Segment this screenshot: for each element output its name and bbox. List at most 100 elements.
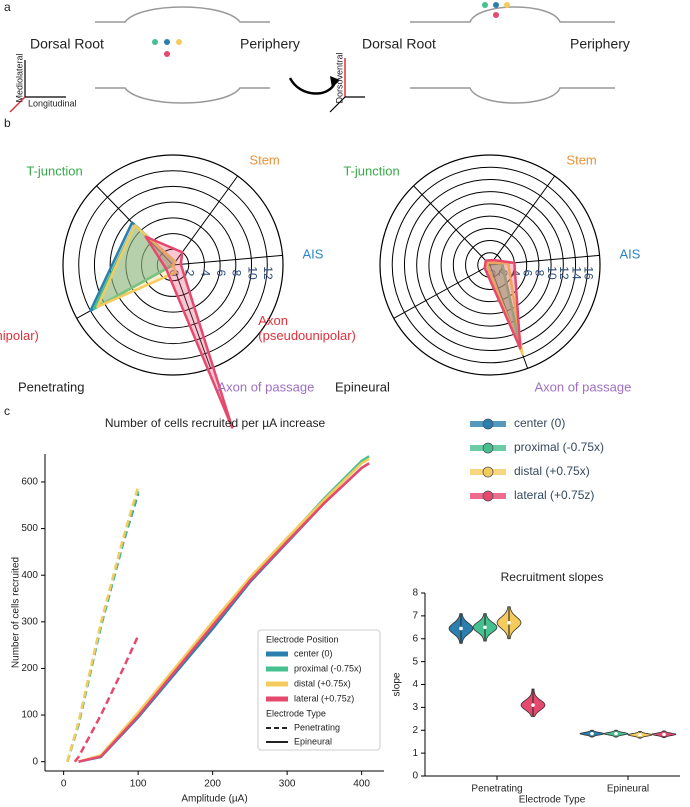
electrode-dot	[176, 39, 182, 45]
radar-axis-label: Stem	[249, 152, 280, 168]
axis-name: Dorsoventral	[334, 52, 344, 103]
radar-axis-label: Stem	[566, 152, 597, 168]
legend-marker	[482, 418, 494, 430]
radar-polygon	[483, 258, 522, 350]
electrode-dot	[482, 2, 488, 8]
electrode-dot	[504, 2, 510, 8]
y-axis-label: slope	[392, 672, 403, 696]
legend-title: Electrode Position	[266, 634, 339, 644]
radar-outer-ring	[62, 154, 284, 376]
radar-axis	[489, 175, 556, 266]
violin-median	[507, 620, 511, 625]
violin-median	[638, 733, 642, 737]
radar-axis-label: AIS	[619, 246, 641, 262]
recruitment-line	[78, 462, 370, 763]
legend-label: proximal (-0.75x)	[514, 440, 604, 454]
radar-axis-label: T-junction	[26, 163, 83, 179]
y-tick-label: 400	[21, 570, 38, 581]
chart-title: Number of cells recruited per µA increas…	[105, 416, 326, 430]
radial-tick-label: 12	[557, 266, 571, 280]
radar-axis-label: AIS	[302, 246, 324, 262]
violin-median	[459, 626, 463, 631]
x-tick-label: 0	[61, 779, 67, 790]
axis-arrow	[9, 96, 26, 113]
radar-axis	[413, 185, 491, 266]
y-tick-label: 0	[412, 771, 418, 782]
radar-ring	[391, 166, 589, 364]
y-tick-label: 5	[412, 656, 418, 667]
radar-polygon	[144, 235, 234, 429]
violin-median	[531, 703, 535, 707]
radar-polygon	[96, 224, 177, 309]
violin-median	[662, 732, 666, 737]
y-tick-label: 8	[412, 588, 418, 599]
legend-label: center (0)	[514, 416, 565, 430]
radar-axis-label: Axon (pseudounipolar)	[0, 328, 39, 344]
violin-median	[614, 731, 618, 736]
electrode-dot	[164, 51, 170, 57]
radial-tick-label: 6	[214, 270, 228, 277]
diagram-label: Dorsal Root	[30, 36, 104, 52]
radial-tick-label: 16	[582, 266, 596, 280]
diagram-label: Periphery	[240, 36, 300, 52]
legend-label: lateral (+0.75z)	[514, 488, 594, 502]
y-axis-label: Number of cells recruited	[11, 557, 22, 668]
radar-axis-label: Axon of passage	[217, 379, 315, 395]
radial-tick-label: 2	[183, 270, 197, 277]
radar-ring	[93, 185, 253, 345]
radial-tick-label: 8	[533, 270, 547, 277]
violin-median	[483, 625, 487, 630]
radar-axis-label: Axon (pseudounipolar)	[258, 313, 356, 344]
y-tick-label: 2	[412, 725, 418, 736]
radar-ring	[452, 227, 528, 303]
electrode-dot	[164, 39, 170, 45]
x-tick-label: 200	[204, 779, 221, 790]
radar-axis-label: T-junction	[343, 163, 400, 179]
recruitment-line	[78, 457, 370, 763]
electrode-dot	[152, 39, 158, 45]
radial-tick-label: 4	[198, 270, 212, 277]
radar-axis	[172, 264, 212, 369]
radar-outer-ring	[379, 154, 601, 376]
diagram-label: Dorsal Root	[362, 36, 436, 52]
radar-axis	[172, 175, 239, 266]
axis-name: Longitudinal	[28, 98, 77, 108]
rotate-arrow	[288, 77, 337, 95]
legend-marker	[482, 442, 494, 454]
x-tick-label: Penetrating	[471, 784, 522, 795]
radar-ring	[403, 178, 577, 352]
radar-ring	[141, 233, 205, 297]
radial-tick-label: 10	[245, 266, 259, 280]
y-tick-label: 7	[412, 611, 418, 622]
y-tick-label: 200	[21, 663, 38, 674]
y-tick-label: 600	[21, 477, 38, 488]
legend-marker	[482, 490, 494, 502]
y-tick-label: 100	[21, 710, 38, 721]
radar-ring	[125, 217, 221, 313]
legend-label: distal (+0.75x)	[294, 678, 351, 688]
y-tick-label: 500	[21, 523, 38, 534]
recruitment-line	[66, 493, 140, 763]
drg-diagram-right	[410, 6, 615, 104]
radial-tick-label: 14	[569, 266, 583, 280]
chart-title: Recruitment slopes	[501, 570, 604, 584]
radar-ring	[109, 201, 237, 329]
legend-label: distal (+0.75x)	[514, 464, 590, 478]
legend-box	[257, 629, 381, 751]
legend-title: Electrode Type	[266, 708, 326, 718]
radar-axis	[172, 254, 283, 266]
radar-axis-label: Axon of passage	[534, 379, 632, 395]
y-tick-label: 6	[412, 633, 418, 644]
y-tick-label: 4	[412, 679, 418, 690]
y-tick-label: 3	[412, 702, 418, 713]
legend-marker	[482, 466, 494, 478]
axis-arrow	[329, 96, 346, 113]
x-axis-label: Amplitude (µA)	[181, 794, 247, 805]
radar-ring	[78, 170, 268, 360]
legend-label: lateral (+0.75z)	[294, 693, 354, 703]
recruitment-line	[73, 635, 140, 763]
radar-subtitle: Epineural	[335, 379, 390, 394]
legend-label: center (0)	[294, 648, 333, 658]
radar-subtitle: Penetrating	[18, 379, 85, 394]
